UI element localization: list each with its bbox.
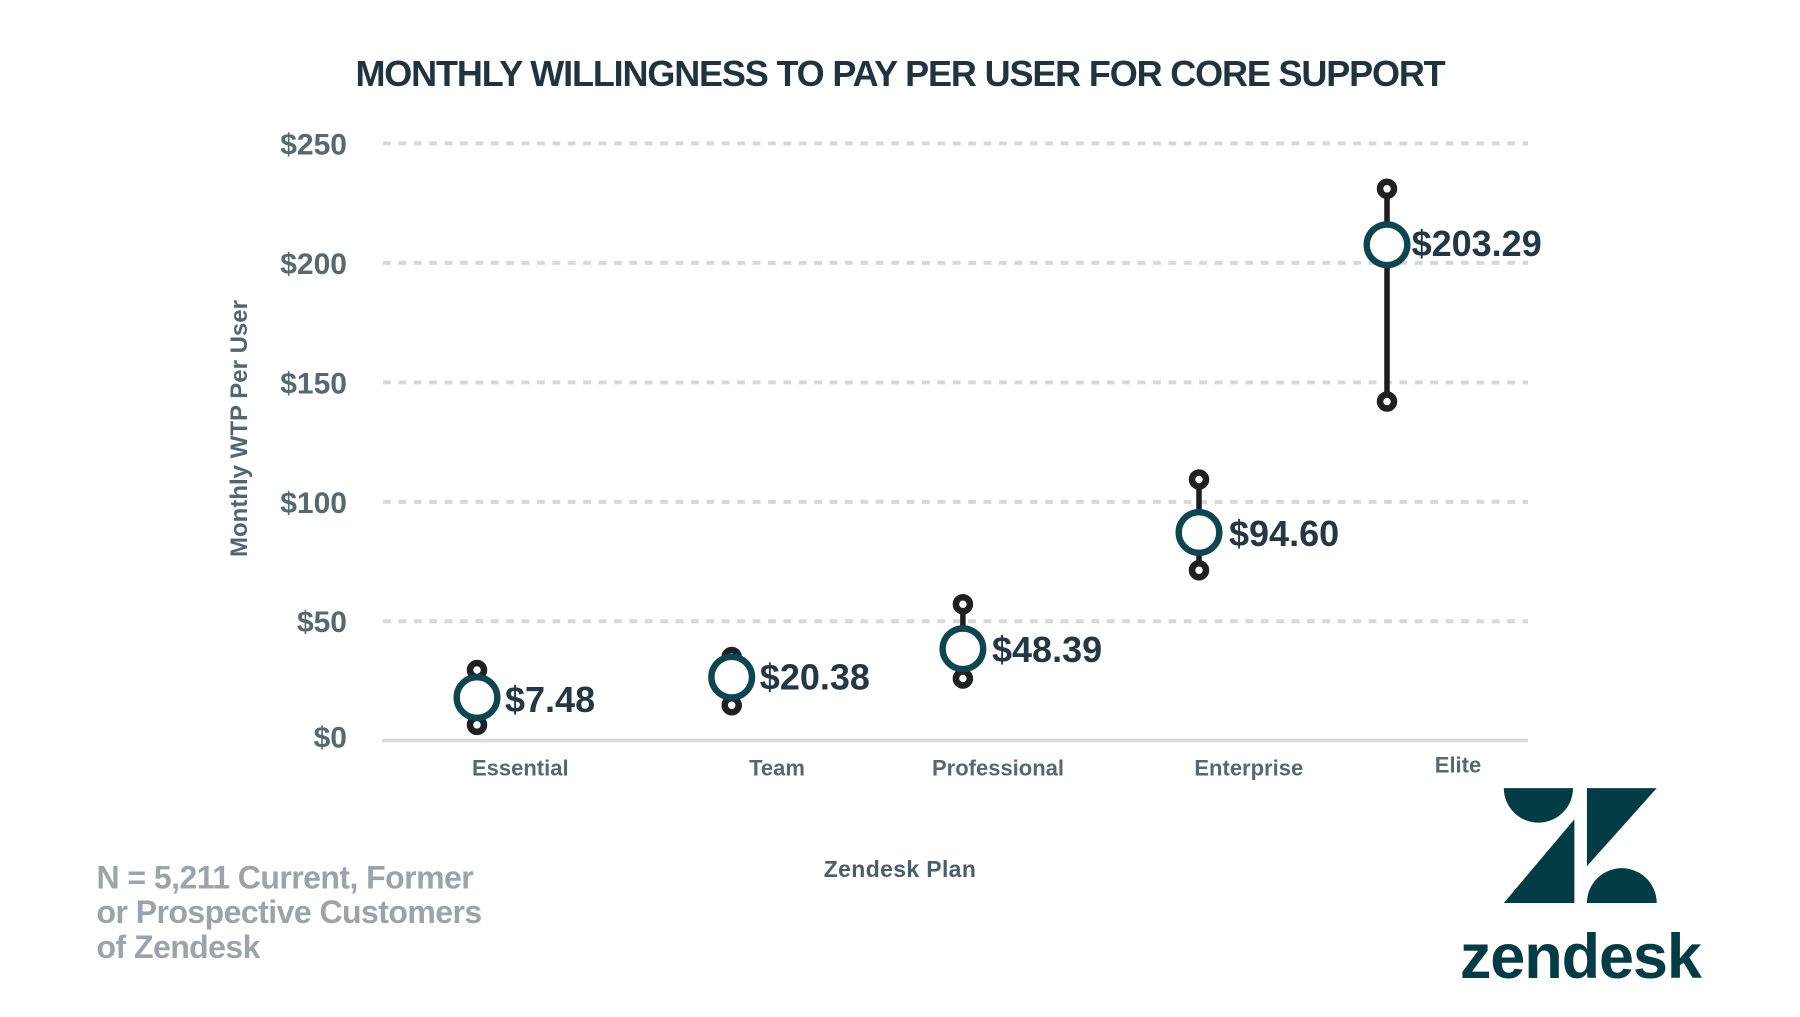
svg-text:$94.60: $94.60 bbox=[1229, 513, 1339, 554]
svg-text:zendesk: zendesk bbox=[1460, 922, 1703, 992]
svg-text:Zendesk Plan: Zendesk Plan bbox=[824, 856, 976, 882]
svg-text:N = 5,211 Current, Former: N = 5,211 Current, Former bbox=[97, 860, 474, 896]
svg-text:of Zendesk: of Zendesk bbox=[97, 929, 261, 965]
svg-text:Enterprise: Enterprise bbox=[1194, 756, 1303, 781]
svg-text:$7.48: $7.48 bbox=[505, 679, 595, 720]
svg-text:Essential: Essential bbox=[472, 756, 569, 781]
svg-text:$150: $150 bbox=[280, 368, 347, 401]
svg-text:$250: $250 bbox=[280, 128, 347, 161]
svg-text:or Prospective Customers: or Prospective Customers bbox=[97, 894, 482, 930]
svg-text:Professional: Professional bbox=[932, 756, 1064, 781]
svg-text:Elite: Elite bbox=[1435, 753, 1481, 778]
svg-text:$100: $100 bbox=[280, 487, 347, 520]
svg-text:$0: $0 bbox=[314, 721, 347, 754]
svg-text:$20.38: $20.38 bbox=[760, 657, 870, 698]
svg-text:Monthly WTP Per User: Monthly WTP Per User bbox=[226, 300, 253, 557]
svg-text:Team: Team bbox=[749, 756, 805, 781]
svg-text:$200: $200 bbox=[280, 248, 347, 281]
svg-text:MONTHLY WILLINGNESS TO PAY PER: MONTHLY WILLINGNESS TO PAY PER USER FOR … bbox=[355, 53, 1445, 94]
svg-text:$203.29: $203.29 bbox=[1412, 223, 1542, 264]
svg-text:$48.39: $48.39 bbox=[992, 629, 1102, 670]
svg-text:$50: $50 bbox=[297, 606, 347, 639]
